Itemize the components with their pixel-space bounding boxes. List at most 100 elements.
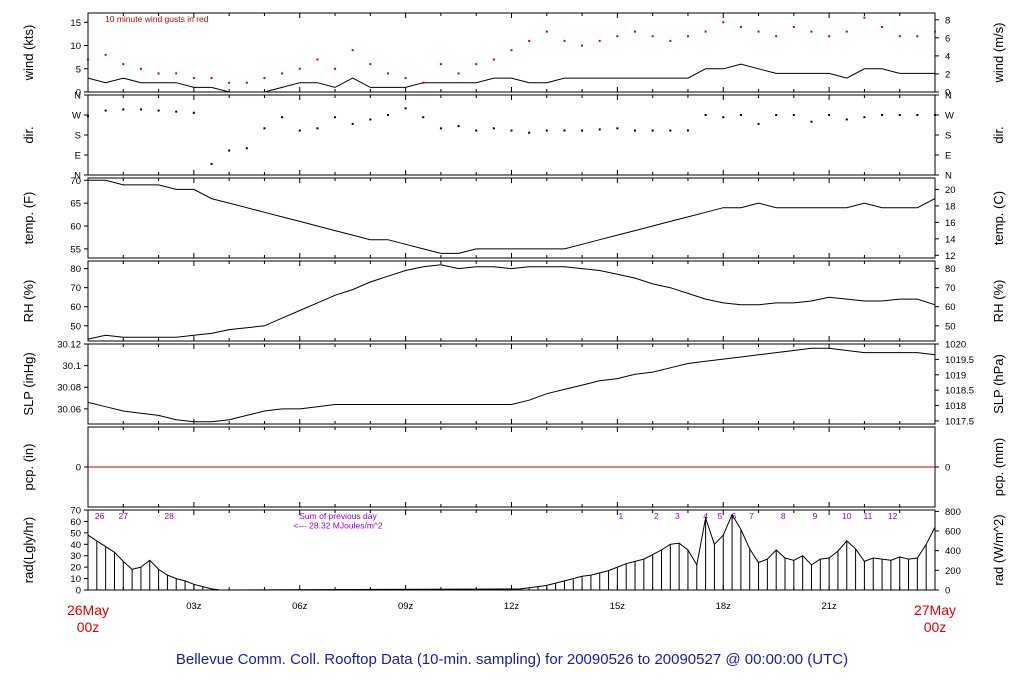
rad-y-tick-label: 10 (70, 574, 81, 585)
wind-data-point (87, 58, 89, 61)
dir-data-point (934, 114, 936, 116)
wind-data-point (722, 21, 725, 24)
dir-data-point (686, 129, 689, 132)
wind-data-point (422, 81, 425, 84)
temp-y-right-tick-label: 14 (945, 234, 956, 245)
rad-hour-label: 4 (703, 511, 708, 521)
dir-panel-frame (87, 94, 936, 176)
wind-panel-frame (87, 12, 936, 93)
rad-hour-label: 9 (813, 511, 818, 521)
wind-y-right-tick-label: 2 (945, 69, 950, 80)
wind-data-point (122, 63, 125, 66)
dir-y-tick-label: N (74, 91, 81, 102)
wind-y-right-tick-label: 8 (945, 15, 950, 26)
wind-data-point (139, 67, 142, 70)
temp-y-tick-label: 60 (70, 222, 81, 233)
rad-ylabel-right: rad (W/m^2) (991, 514, 1006, 585)
dir-data-point (634, 129, 637, 132)
dir-data-point (722, 116, 725, 119)
dir-data-point (334, 116, 337, 119)
start-date-label: 26May (67, 602, 109, 618)
rad-ylabel-left: rad(Lgly/hr) (21, 517, 36, 583)
wind-data-point (828, 35, 831, 38)
dir-y-tick-label: N (74, 171, 81, 182)
dir-data-point (316, 127, 319, 130)
dir-data-point (775, 114, 778, 116)
dir-data-point (898, 114, 901, 116)
wind-data-point (581, 44, 584, 47)
wind-data-point (686, 35, 689, 38)
rad-y-right-tick-label: 0 (945, 586, 950, 597)
wind-data-point (704, 30, 707, 33)
dir-data-point (545, 129, 548, 132)
dir-data-point (828, 114, 831, 116)
dir-data-point (863, 116, 866, 119)
rad-hour-label: 2 (654, 511, 659, 521)
wind-data-point (404, 77, 407, 80)
dir-data-point (563, 129, 566, 132)
slp-y-tick-label: 30.06 (57, 404, 81, 415)
wind-y-tick-label: 0 (76, 88, 81, 99)
dir-data-point (175, 110, 178, 113)
dir-data-point (792, 114, 795, 116)
wind-y-right-tick-label: 0 (945, 88, 950, 99)
dir-y-tick-label: E (75, 151, 81, 162)
temp-series-line (88, 179, 936, 254)
slp-y-right-tick-label: 1017.5 (945, 416, 974, 427)
wind-data-point (245, 81, 248, 84)
dir-y-right-tick-label: S (945, 131, 951, 142)
dir-ylabel-left: dir. (21, 126, 36, 143)
wind-data-point (792, 25, 795, 28)
wind-data-point (863, 16, 866, 19)
wind-data-point (934, 30, 936, 33)
dir-y-right-tick-label: N (945, 171, 952, 182)
dir-data-point (598, 128, 601, 131)
rh-y-right-tick-label: 70 (945, 283, 956, 294)
temp-panel-frame (87, 177, 936, 259)
dir-data-point (157, 109, 160, 112)
rad-y-tick-label: 30 (70, 551, 81, 562)
rh-y-right-tick-label: 50 (945, 321, 956, 332)
wind-data-point (775, 35, 778, 38)
wind-y-tick-label: 10 (70, 41, 81, 52)
wind-y-right-tick-label: 6 (945, 33, 950, 44)
dir-data-point (298, 129, 301, 132)
wind-data-point (563, 39, 566, 42)
dir-data-point (739, 114, 742, 116)
wind-data-point (916, 35, 919, 38)
rh-ylabel-left: RH (%) (21, 280, 36, 323)
wind-data-point (157, 72, 160, 75)
x-tick-label: 15z (610, 601, 626, 612)
pcp-y-right-tick-label: 0 (945, 463, 950, 474)
temp-y-right-tick-label: 18 (945, 201, 956, 212)
temp-ylabel-right: temp. (C) (991, 191, 1006, 245)
rad-hour-label: 12 (888, 511, 898, 521)
rad-y-tick-label: 50 (70, 528, 81, 539)
dir-data-point (122, 108, 125, 111)
rad-hour-label: 7 (749, 511, 754, 521)
dir-data-point (210, 162, 213, 165)
wind-data-point (228, 81, 231, 84)
rad-hour-label: 3 (675, 511, 680, 521)
wind-ylabel-left: wind (kts) (21, 25, 36, 82)
x-tick-label: 21z (821, 601, 837, 612)
dir-y-right-tick-label: W (945, 111, 954, 122)
footer-title: Bellevue Comm. Coll. Rooftop Data (10-mi… (175, 651, 849, 668)
rh-y-right-tick-label: 80 (945, 264, 956, 275)
x-tick-label: 18z (716, 601, 732, 612)
dir-data-point (439, 127, 442, 130)
wind-data-point (492, 58, 495, 61)
slp-ylabel-right: SLP (hPa) (991, 354, 1006, 414)
dir-data-point (87, 115, 89, 118)
wind-data-point (757, 30, 760, 33)
slp-y-right-tick-label: 1020 (945, 340, 966, 351)
wind-data-point (369, 63, 372, 66)
wind-data-point (351, 49, 354, 52)
dir-data-point (139, 108, 142, 111)
rad-hour-label: 11 (864, 511, 873, 521)
dir-y-right-tick-label: N (945, 91, 952, 102)
rad-y-tick-label: 20 (70, 563, 81, 574)
temp-y-tick-label: 65 (70, 199, 81, 210)
wind-data-point (210, 77, 213, 80)
x-tick-label: 12z (504, 601, 520, 612)
